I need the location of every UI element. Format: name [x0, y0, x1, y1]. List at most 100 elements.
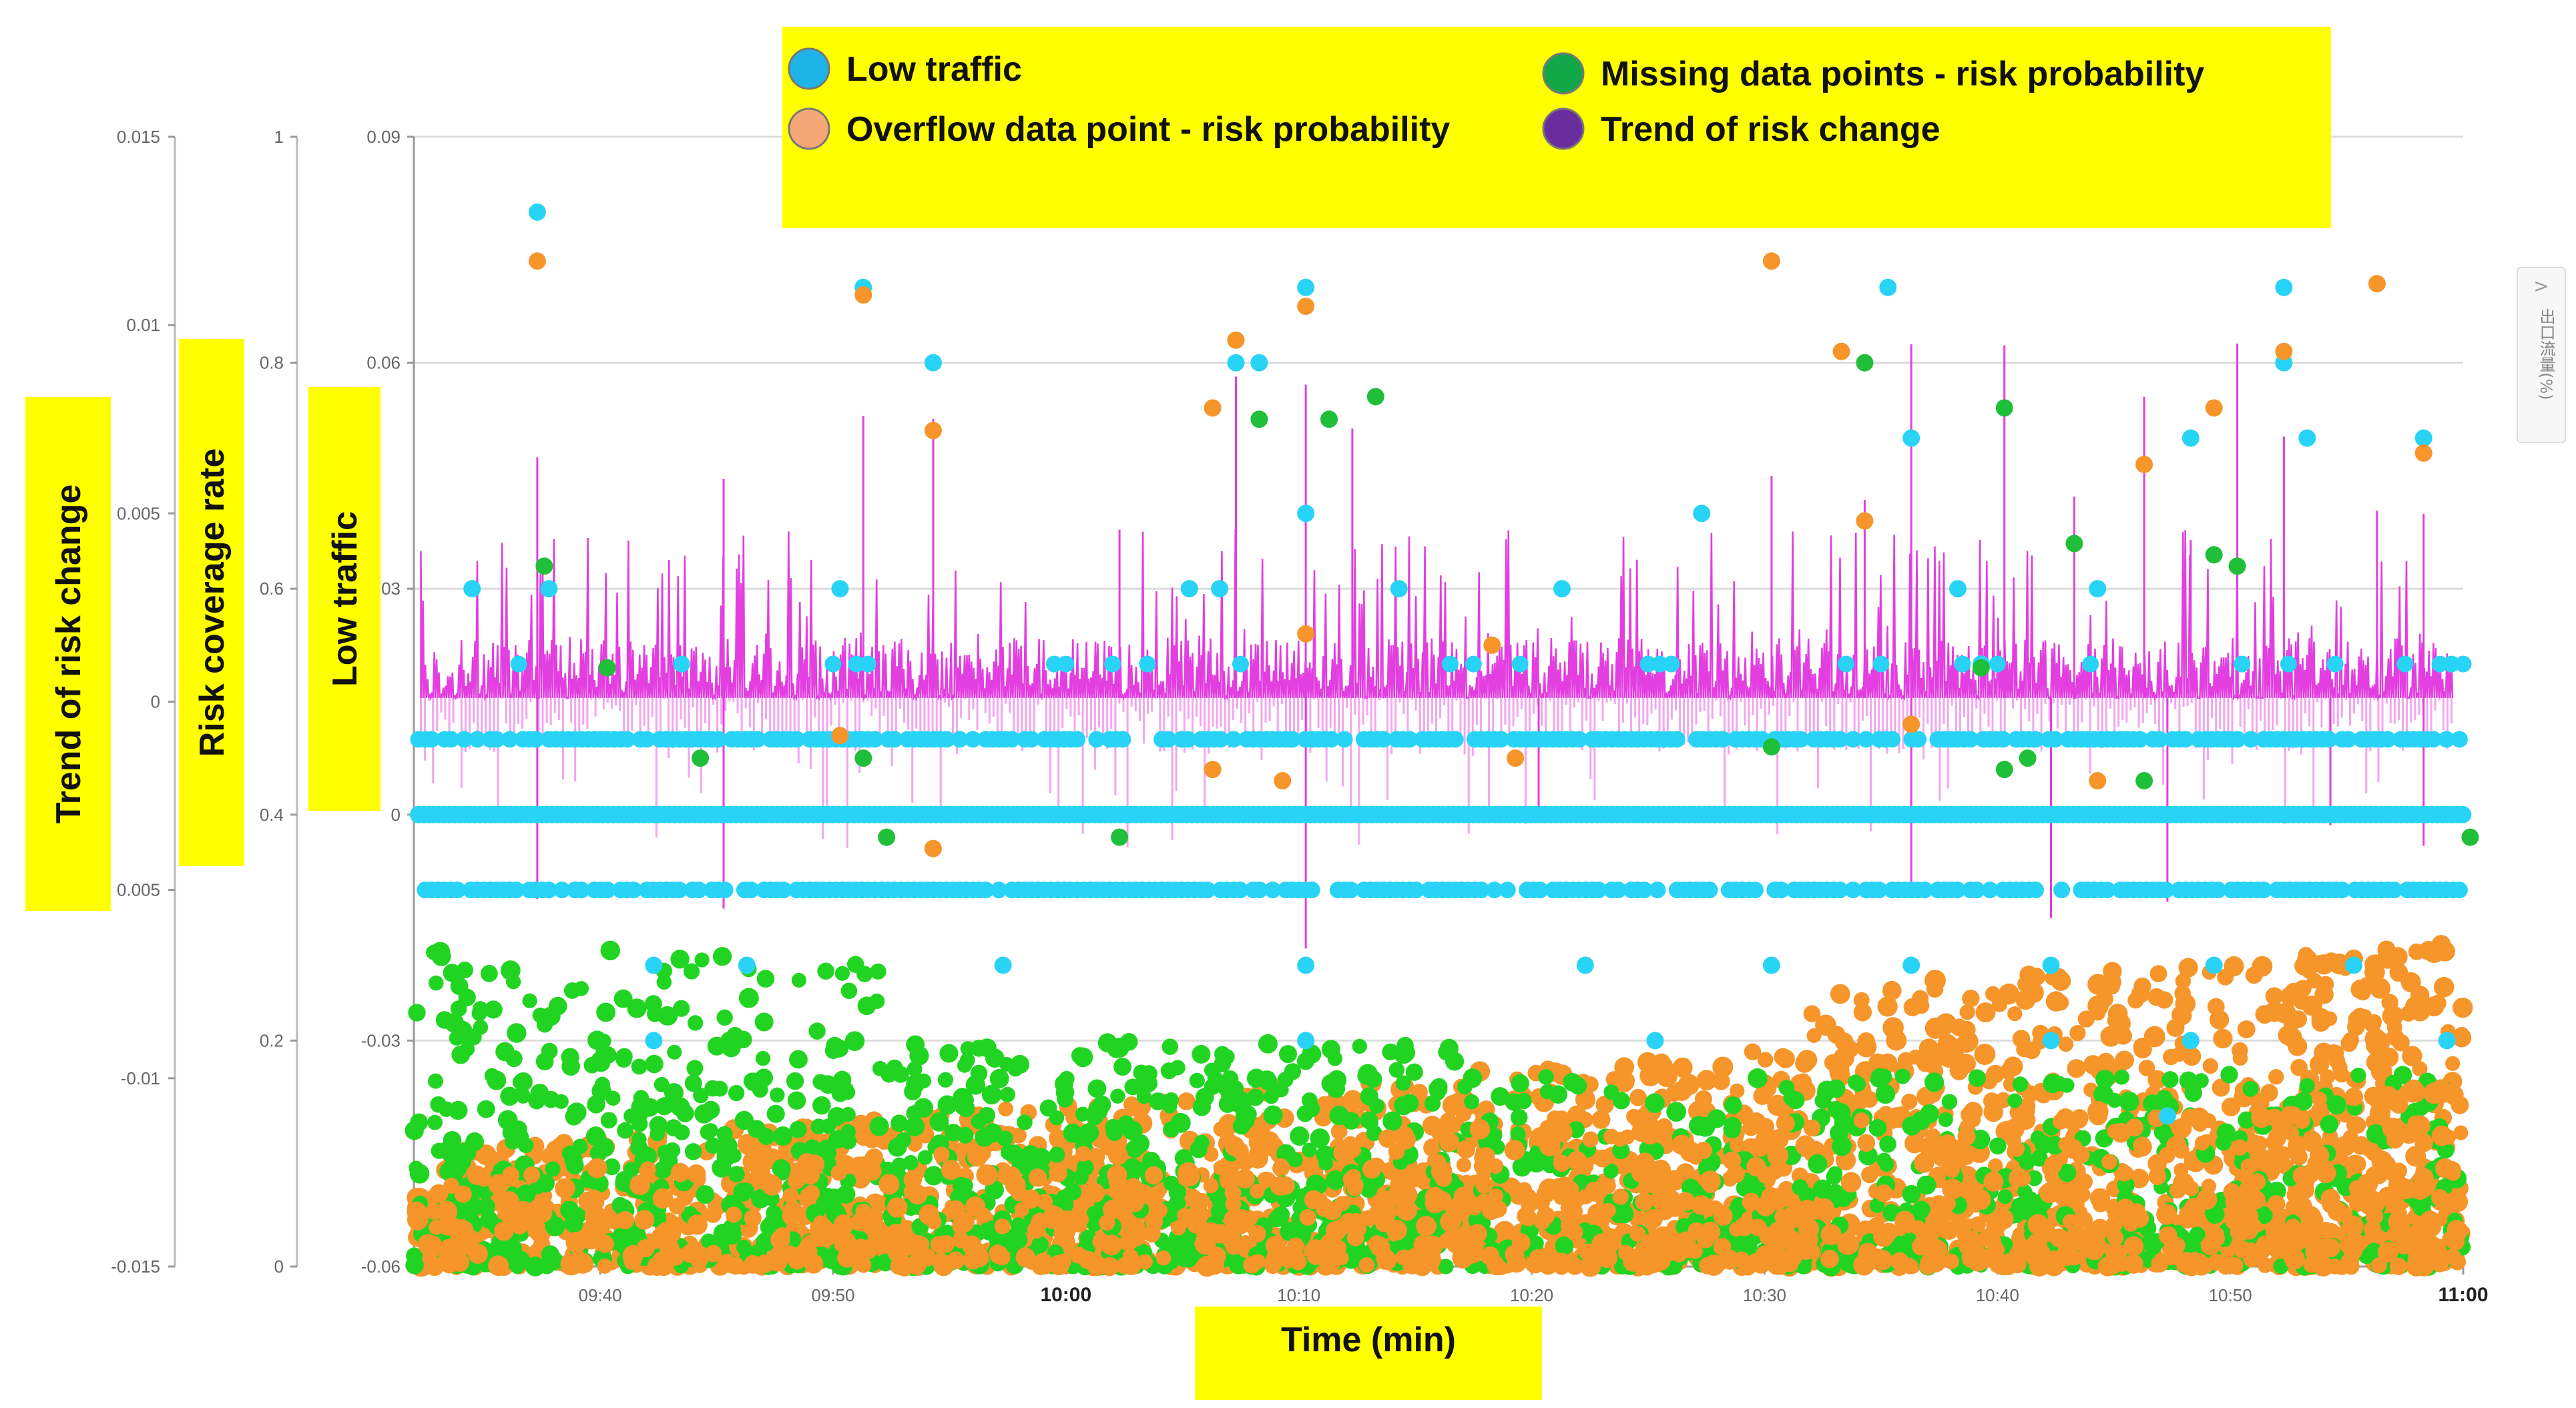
missing-point — [1695, 1116, 1716, 1137]
missing-point — [1170, 1060, 1186, 1076]
missing-point — [773, 1126, 793, 1146]
overflow-point — [1901, 1093, 1918, 1110]
overflow-point — [1276, 1176, 1295, 1195]
overflow-point — [1748, 1253, 1764, 1269]
missing-point — [585, 1126, 606, 1146]
overflow-point — [1299, 1208, 1316, 1226]
overflow-point — [2366, 1014, 2382, 1030]
missing-point — [587, 1030, 607, 1050]
overflow-point — [1975, 1002, 1996, 1023]
missing-point — [1110, 1088, 1125, 1104]
missing-point — [734, 1030, 752, 1049]
missing-point — [2114, 1069, 2129, 1085]
missing-point — [789, 1050, 808, 1069]
missing-point — [1400, 1094, 1419, 1113]
x-tick-label: 10:30 — [1743, 1285, 1786, 1305]
overflow-point — [1853, 992, 1870, 1008]
overflow-point — [1637, 1052, 1658, 1073]
overflow-point — [1986, 1064, 2005, 1084]
missing-point — [929, 1112, 949, 1132]
missing-point — [1007, 1226, 1026, 1246]
missing-point — [1272, 1206, 1290, 1224]
overflow-point — [813, 1215, 828, 1230]
missing-point — [756, 970, 775, 988]
missing-point — [1131, 1162, 1147, 1177]
y-tick-label: 0 — [151, 692, 160, 712]
missing-point — [2119, 1091, 2139, 1112]
overflow-point — [1099, 1214, 1115, 1231]
overflow-point — [1840, 1172, 1862, 1193]
missing-point — [615, 1051, 632, 1068]
missing-point — [515, 1088, 531, 1104]
overflow-point — [2265, 987, 2284, 1006]
overflow-point — [1425, 1193, 1445, 1214]
overflow-point — [2069, 1112, 2086, 1128]
missing-point — [694, 1104, 714, 1124]
missing-point — [1031, 1236, 1049, 1253]
overflow-point — [1144, 1166, 1164, 1185]
missing-point — [450, 977, 469, 996]
overflow-point — [1713, 1206, 1733, 1226]
missing-point — [2194, 1073, 2209, 1088]
overflow-point — [2149, 965, 2167, 982]
missing-point — [1318, 1156, 1334, 1171]
overflow-point — [2292, 1166, 2312, 1186]
overflow-point — [2105, 1245, 2127, 1266]
overflow-point — [2252, 956, 2273, 977]
missing-point — [1342, 1112, 1360, 1130]
overflow-point — [1944, 1162, 1960, 1178]
overflow-point — [2029, 1256, 2050, 1277]
overflow-point — [856, 1156, 873, 1173]
overflow-point — [1203, 1178, 1219, 1194]
overflow-point — [1655, 1056, 1673, 1074]
overflow-point — [2366, 1192, 2386, 1212]
overflow-point — [2446, 1232, 2465, 1251]
overflow-point — [1440, 1211, 1461, 1233]
overflow-point — [803, 1184, 820, 1202]
missing-point — [957, 1126, 974, 1144]
x-tick-label: 10:10 — [1277, 1285, 1320, 1305]
missing-point — [522, 993, 537, 1008]
missing-point — [755, 1050, 771, 1066]
missing-point — [646, 1006, 664, 1022]
missing-point — [2299, 1078, 2315, 1094]
missing-point — [2255, 1206, 2273, 1224]
overflow-point — [2077, 1010, 2095, 1028]
overflow-point — [1803, 1005, 1821, 1022]
missing-point — [787, 1091, 806, 1110]
missing-point — [1162, 1038, 1179, 1055]
overflow-point — [836, 1231, 856, 1252]
missing-point — [975, 1128, 994, 1147]
overflow-point — [429, 1184, 449, 1203]
missing-point — [2031, 1150, 2048, 1167]
overflow-point — [1346, 1177, 1364, 1194]
overflow-point — [1962, 990, 1980, 1008]
missing-point — [716, 1009, 733, 1026]
missing-point — [1924, 1072, 1945, 1092]
overflow-point — [1780, 1230, 1802, 1251]
missing-point — [1117, 1115, 1135, 1133]
overflow-point — [1734, 1216, 1754, 1237]
y-tick-label: -0.06 — [361, 1257, 401, 1277]
missing-point — [506, 974, 521, 990]
missing-point — [1778, 1080, 1795, 1096]
missing-point — [2219, 1127, 2236, 1144]
overflow-point — [1943, 1253, 1959, 1270]
overflow-point — [1878, 1106, 1894, 1122]
y-tick-label: 0.2 — [260, 1030, 284, 1050]
missing-point — [808, 1022, 826, 1040]
x-tick-label: 10:40 — [1976, 1285, 2019, 1305]
missing-point — [906, 1035, 925, 1054]
overflow-point — [1323, 1201, 1342, 1220]
missing-point — [631, 1058, 648, 1075]
overflow-point — [569, 1251, 589, 1271]
missing-point — [591, 1051, 611, 1071]
missing-point — [937, 1072, 954, 1088]
overflow-point — [2412, 1061, 2428, 1077]
overflow-point — [2453, 998, 2473, 1018]
overflow-point — [2198, 1257, 2214, 1274]
overflow-point — [1320, 1233, 1342, 1255]
x-tick-label: 09:50 — [811, 1285, 854, 1305]
overflow-point — [1595, 1095, 1614, 1114]
missing-point — [1938, 1112, 1953, 1127]
